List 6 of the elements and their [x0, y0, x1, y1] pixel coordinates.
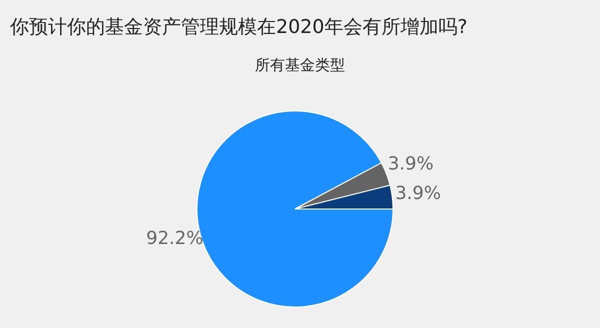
data-label: 92.2%: [146, 228, 204, 250]
chart-title: 你预计你的基金资产管理规模在2020年会有所增加吗?: [10, 15, 468, 40]
data-label: 3.9%: [388, 153, 434, 174]
data-label: 3.9%: [395, 182, 441, 204]
chart-subtitle: 所有基金类型: [254, 56, 346, 75]
pie-slice: [294, 162, 391, 210]
